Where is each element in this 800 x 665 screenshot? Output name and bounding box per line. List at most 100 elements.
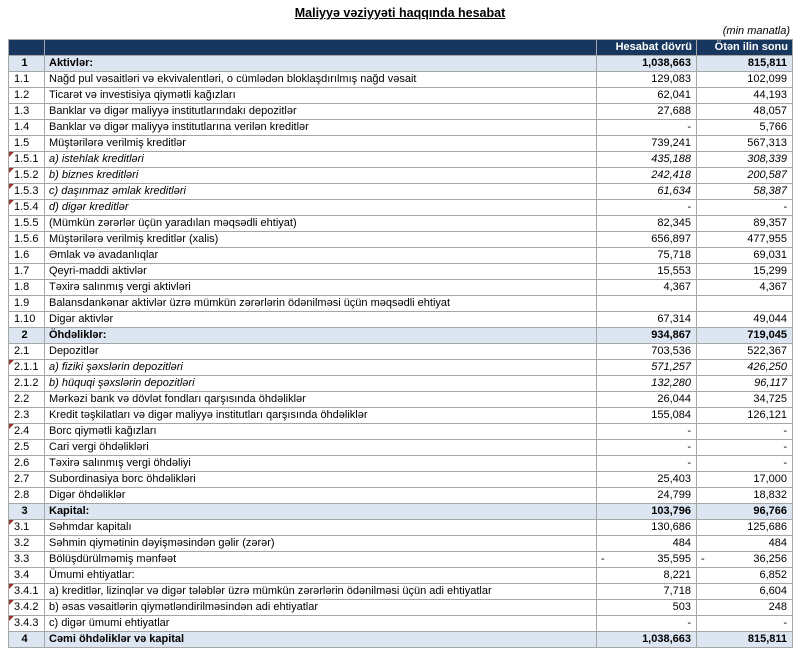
table-row: 1.9 Balansdankənar aktivlər üzrə mümkün z… — [8, 295, 793, 312]
value-previous-year: 815,811 — [696, 55, 793, 72]
value-current-period: - — [596, 439, 697, 456]
row-label: (Mümkün zərərlər üçün yaradılan məqsədli… — [44, 215, 597, 232]
row-number: 2.1.1 — [8, 359, 45, 376]
value-previous-year: 89,357 — [696, 215, 793, 232]
row-number: 1.5.4 — [8, 199, 45, 216]
report-title: Maliyyə vəziyyəti haqqında hesabat — [294, 6, 506, 20]
row-number: 1.5.3 — [8, 183, 45, 200]
row-number: 3.1 — [8, 519, 45, 536]
table-row: 2.2 Mərkəzi bank və dövlət fondları qarşı… — [8, 391, 793, 408]
table-row: 1.10 Digər aktivlər 67,314 49,044 — [8, 311, 793, 328]
value-current-period: 129,083 — [596, 71, 697, 88]
row-label: c) digər ümumi ehtiyatlar — [44, 615, 597, 632]
value-previous-year: 15,299 — [696, 263, 793, 280]
note-marker-icon — [9, 168, 14, 173]
value-current-period: 435,188 — [596, 151, 697, 168]
row-label: a) istehlak kreditləri — [44, 151, 597, 168]
note-marker-icon — [9, 616, 14, 621]
value-previous-year: 248 — [696, 599, 793, 616]
row-number: 2.2 — [8, 391, 45, 408]
value-previous-year: 4,367 — [696, 279, 793, 296]
note-marker-icon — [9, 520, 14, 525]
row-number: 3.4.3 — [8, 615, 45, 632]
value-previous-year: 815,811 — [696, 631, 793, 648]
row-label: a) fiziki şəxslərin depozitləri — [44, 359, 597, 376]
value-previous-year: 125,686 — [696, 519, 793, 536]
table-row: 3.1 Səhmdar kapitalı 130,686 125,686 — [8, 519, 793, 536]
value-current-period: 27,688 — [596, 103, 697, 120]
row-number: 1.5.5 — [8, 215, 45, 232]
row-number: 2.6 — [8, 455, 45, 472]
row-label: Cəmi öhdəliklər və kapital — [44, 631, 597, 648]
row-label: Subordinasiya borc öhdəlikləri — [44, 471, 597, 488]
row-number: 3.4 — [8, 567, 45, 584]
value-current-period: 103,796 — [596, 503, 697, 520]
value-current-period: 571,257 — [596, 359, 697, 376]
row-label: b) əsas vəsaitlərin qiymətləndirilməsind… — [44, 599, 597, 616]
table-row: 1.5.5 (Mümkün zərərlər üçün yaradılan məq… — [8, 215, 793, 232]
table-header-row: Hesabat dövrü Ötən ilin sonu — [8, 39, 793, 56]
value-previous-year: 126,121 — [696, 407, 793, 424]
row-label: Cari vergi öhdəlikləri — [44, 439, 597, 456]
value-current-period: - — [596, 119, 697, 136]
row-label: Səhmin qiymətinin dəyişməsindən gəlir (z… — [44, 535, 597, 552]
value-current-period: - — [596, 423, 697, 440]
value-current-period: 61,634 — [596, 183, 697, 200]
value-current-period: 7,718 — [596, 583, 697, 600]
value-previous-year: - — [696, 455, 793, 472]
negative-sign: - — [601, 553, 605, 565]
table-row: 2.6 Təxirə salınmış vergi öhdəliyi - - — [8, 455, 793, 472]
value-current-period: 4,367 — [596, 279, 697, 296]
value-previous-year — [696, 295, 793, 312]
financial-statement-table: Hesabat dövrü Ötən ilin sonu 1 Aktivlər: 1… — [8, 39, 793, 648]
value-previous-year: 44,193 — [696, 87, 793, 104]
value-current-period: 82,345 — [596, 215, 697, 232]
value-current-period: 130,686 — [596, 519, 697, 536]
row-label: Təxirə salınmış vergi aktivləri — [44, 279, 597, 296]
row-number: 1.1 — [8, 71, 45, 88]
table-row: 3.4.2 b) əsas vəsaitlərin qiymətləndirilm… — [8, 599, 793, 616]
value-previous-year: 522,367 — [696, 343, 793, 360]
value-previous-year: 567,313 — [696, 135, 793, 152]
value-current-period: 62,041 — [596, 87, 697, 104]
value-previous-year: 96,117 — [696, 375, 793, 392]
table-row: 1.5 Müştərilərə verilmiş kreditlər 739,241… — [8, 135, 793, 152]
value-previous-year: -36,256 — [696, 551, 793, 568]
value-current-period: 67,314 — [596, 311, 697, 328]
unit-note: (min manatla) — [722, 25, 790, 37]
row-label: Balansdankənar aktivlər üzrə mümkün zərə… — [44, 295, 597, 312]
table-row: 1.5.3 c) daşınmaz əmlak kreditləri 61,634 5… — [8, 183, 793, 200]
value-current-period: 739,241 — [596, 135, 697, 152]
value-current-period: 703,536 — [596, 343, 697, 360]
value-previous-year: 484 — [696, 535, 793, 552]
row-number: 2.4 — [8, 423, 45, 440]
table-row: 3.4.1 a) kreditlər, lizinqlər və digər tə… — [8, 583, 793, 600]
row-label: Nağd pul vəsaitləri və ekvivalentləri, o… — [44, 71, 597, 88]
value-current-period — [596, 295, 697, 312]
value-previous-year: 49,044 — [696, 311, 793, 328]
note-marker-icon — [9, 200, 14, 205]
note-marker-icon — [9, 184, 14, 189]
value-current-period: 24,799 — [596, 487, 697, 504]
note-marker-icon — [9, 360, 14, 365]
table-row: 2.1.2 b) hüquqi şəxslərin depozitləri 132,… — [8, 375, 793, 392]
row-label: Digər öhdəliklər — [44, 487, 597, 504]
value-current-period: 484 — [596, 535, 697, 552]
section-row: 1 Aktivlər: 1,038,663 815,811 — [8, 55, 793, 72]
value-previous-year: 308,339 — [696, 151, 793, 168]
value-current-period: 934,867 — [596, 327, 697, 344]
row-label: Kredit təşkilatları və digər maliyyə ins… — [44, 407, 597, 424]
section-row: 3 Kapital: 103,796 96,766 — [8, 503, 793, 520]
negative-sign: - — [701, 553, 705, 565]
value-current-period: 1,038,663 — [596, 631, 697, 648]
row-label: Mərkəzi bank və dövlət fondları qarşısın… — [44, 391, 597, 408]
value-previous-year: 200,587 — [696, 167, 793, 184]
row-label: Digər aktivlər — [44, 311, 597, 328]
value-current-period: - — [596, 199, 697, 216]
row-number: 1.5.6 — [8, 231, 45, 248]
table-body: 1 Aktivlər: 1,038,663 815,811 1.1 Nağd pul və… — [8, 55, 793, 648]
table-row: 1.5.2 b) biznes kreditləri 242,418 200,587 — [8, 167, 793, 184]
row-number: 4 — [8, 631, 45, 648]
row-label: Borc qiymətli kağızları — [44, 423, 597, 440]
row-number: 1.7 — [8, 263, 45, 280]
